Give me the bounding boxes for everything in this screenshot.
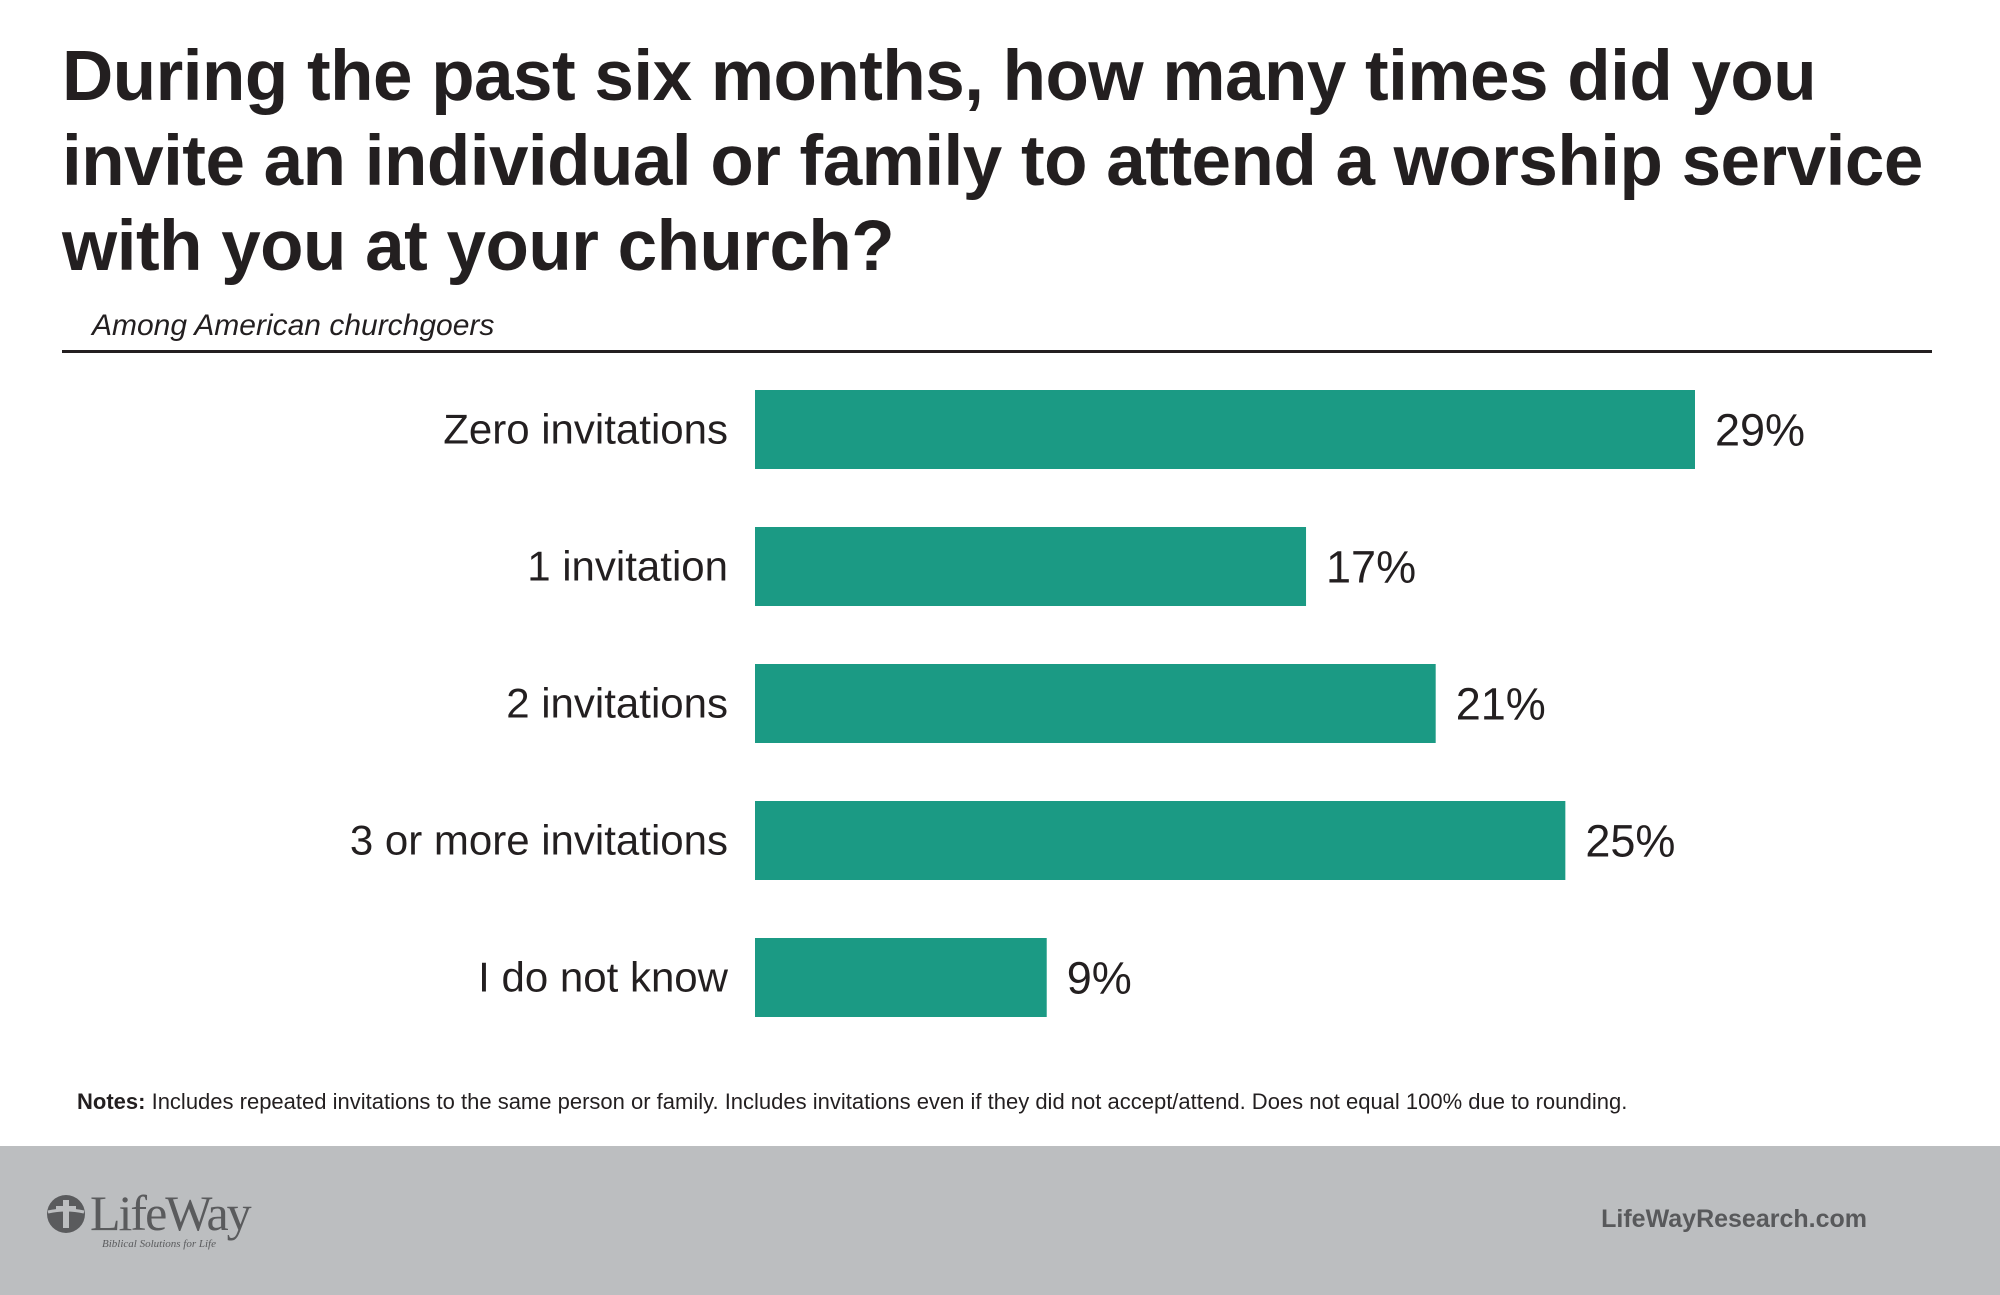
value-label: 17% [1326,542,1416,593]
bar [755,390,1695,469]
notes-label: Notes: [77,1089,146,1114]
lifeway-logo[interactable]: LifeWay Biblical Solutions for Life [42,1185,262,1258]
category-label: 2 invitations [506,680,728,727]
bar [755,664,1436,743]
bar [755,801,1566,880]
value-label: 25% [1585,816,1675,867]
bar [755,938,1047,1017]
logo-tagline: Biblical Solutions for Life [102,1238,216,1250]
divider-rule [62,350,1932,353]
footer-bar: LifeWay Biblical Solutions for Life Life… [0,1146,2000,1295]
logo-wordmark: LifeWay [90,1185,252,1241]
category-label: Zero invitations [443,406,728,453]
bar [755,527,1307,606]
category-label: I do not know [478,954,728,1001]
website-link[interactable]: LifeWayResearch.com [1601,1205,1867,1233]
notes-text: Includes repeated invitations to the sam… [151,1089,1628,1114]
chart-notes: Notes: Includes repeated invitations to … [77,1087,1627,1117]
category-label: 3 or more invitations [350,817,728,864]
value-label: 21% [1456,679,1546,730]
value-label: 29% [1715,405,1805,456]
cross-circle-icon [47,1195,85,1233]
category-label: 1 invitation [527,543,728,590]
chart-title: During the past six months, how many tim… [62,37,1923,286]
value-label: 9% [1067,953,1132,1004]
bar-chart: Zero invitations 29% 1 invitation 17% 2 invi… [350,390,1805,1017]
chart-subtitle: Among American churchgoers [92,309,495,342]
